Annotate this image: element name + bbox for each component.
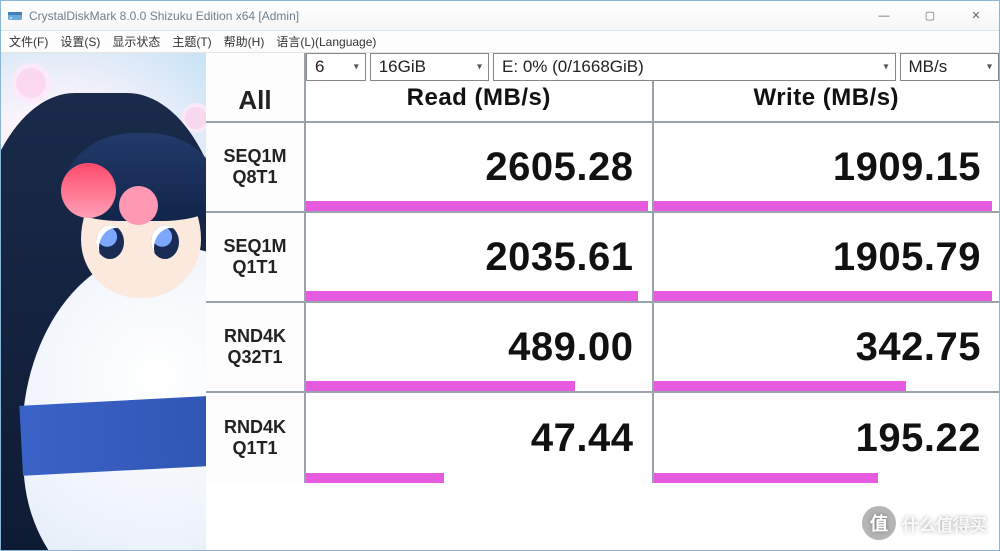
test-name-l1: RND4K [224,417,286,438]
menubar: 文件(F) 设置(S) 显示状态 主题(T) 帮助(H) 语言(L)(Langu… [1,31,999,53]
runs-select[interactable]: 6 ▾ [306,53,366,81]
write-number: 1905.79 [833,235,981,280]
test-name-l2: Q8T1 [232,167,277,188]
read-bar [306,381,575,391]
unit-select[interactable]: MB/s ▾ [900,53,999,81]
test-name-l1: RND4K [224,326,286,347]
results-panel: 6 ▾ 16GiB ▾ E: 0% (0/1668GiB) ▾ MB/s ▾ [206,53,999,550]
read-value: 2605.28 [306,123,654,211]
titlebar[interactable]: CrystalDiskMark 8.0.0 Shizuku Edition x6… [1,1,999,31]
chevron-down-icon: ▾ [987,62,992,73]
read-number: 47.44 [531,416,634,461]
write-number: 1909.15 [833,145,981,190]
menu-display[interactable]: 显示状态 [112,33,160,50]
read-number: 2605.28 [485,145,633,190]
read-bar [306,473,444,483]
write-value: 1909.15 [654,123,1000,211]
all-label: All [238,85,271,116]
watermark: 值 什么值得买 [862,506,987,540]
menu-file[interactable]: 文件(F) [9,33,48,50]
chevron-down-icon: ▾ [354,62,359,73]
menu-language[interactable]: 语言(L)(Language) [276,33,376,50]
menu-settings[interactable]: 设置(S) [60,33,100,50]
read-number: 2035.61 [485,235,633,280]
menu-theme[interactable]: 主题(T) [172,33,211,50]
maximize-button[interactable]: ▢ [907,1,953,30]
size-select[interactable]: 16GiB ▾ [370,53,489,81]
minimize-button[interactable]: — [861,1,907,30]
artwork-panel [1,53,206,550]
watermark-text: 什么值得买 [902,511,987,536]
read-value: 489.00 [306,303,654,391]
test-row: SEQ1MQ1T1 2035.61 1905.79 [206,213,999,303]
test-row: SEQ1MQ8T1 2605.28 1909.15 [206,123,999,213]
test-name-l1: SEQ1M [223,146,286,167]
menu-help[interactable]: 帮助(H) [224,33,265,50]
window-buttons: — ▢ ✕ [861,1,999,30]
test-name-l2: Q1T1 [232,257,277,278]
test-button-0[interactable]: SEQ1MQ8T1 [206,123,306,211]
test-name-l2: Q32T1 [227,347,282,368]
read-bar [306,201,648,211]
app-icon [7,8,23,24]
read-value: 2035.61 [306,213,654,301]
close-button[interactable]: ✕ [953,1,999,30]
write-bar [654,201,993,211]
write-bar [654,473,879,483]
write-number: 342.75 [856,325,981,370]
write-number: 195.22 [856,416,981,461]
test-row: RND4KQ32T1 489.00 342.75 [206,303,999,393]
test-button-3[interactable]: RND4KQ1T1 [206,393,306,483]
target-value: E: 0% (0/1668GiB) [502,57,644,77]
chevron-down-icon: ▾ [883,62,888,73]
app-window: CrystalDiskMark 8.0.0 Shizuku Edition x6… [0,0,1000,551]
test-button-1[interactable]: SEQ1MQ1T1 [206,213,306,301]
watermark-badge: 值 [862,506,896,540]
read-number: 489.00 [508,325,633,370]
write-bar [654,291,993,301]
chevron-down-icon: ▾ [477,62,482,73]
test-name-l2: Q1T1 [232,438,277,459]
selector-row: 6 ▾ 16GiB ▾ E: 0% (0/1668GiB) ▾ MB/s ▾ [206,53,999,81]
target-select[interactable]: E: 0% (0/1668GiB) ▾ [493,53,895,81]
write-value: 342.75 [654,303,1000,391]
size-value: 16GiB [379,57,426,77]
content: 6 ▾ 16GiB ▾ E: 0% (0/1668GiB) ▾ MB/s ▾ [1,53,999,550]
test-row: RND4KQ1T1 47.44 195.22 [206,393,999,483]
write-value: 1905.79 [654,213,1000,301]
window-title: CrystalDiskMark 8.0.0 Shizuku Edition x6… [29,9,861,23]
shizuku-art [1,53,206,550]
read-value: 47.44 [306,393,654,483]
read-bar [306,291,638,301]
write-value: 195.22 [654,393,1000,483]
test-button-2[interactable]: RND4KQ32T1 [206,303,306,391]
write-bar [654,381,906,391]
unit-value: MB/s [909,57,948,77]
runs-value: 6 [315,57,324,77]
test-name-l1: SEQ1M [223,236,286,257]
